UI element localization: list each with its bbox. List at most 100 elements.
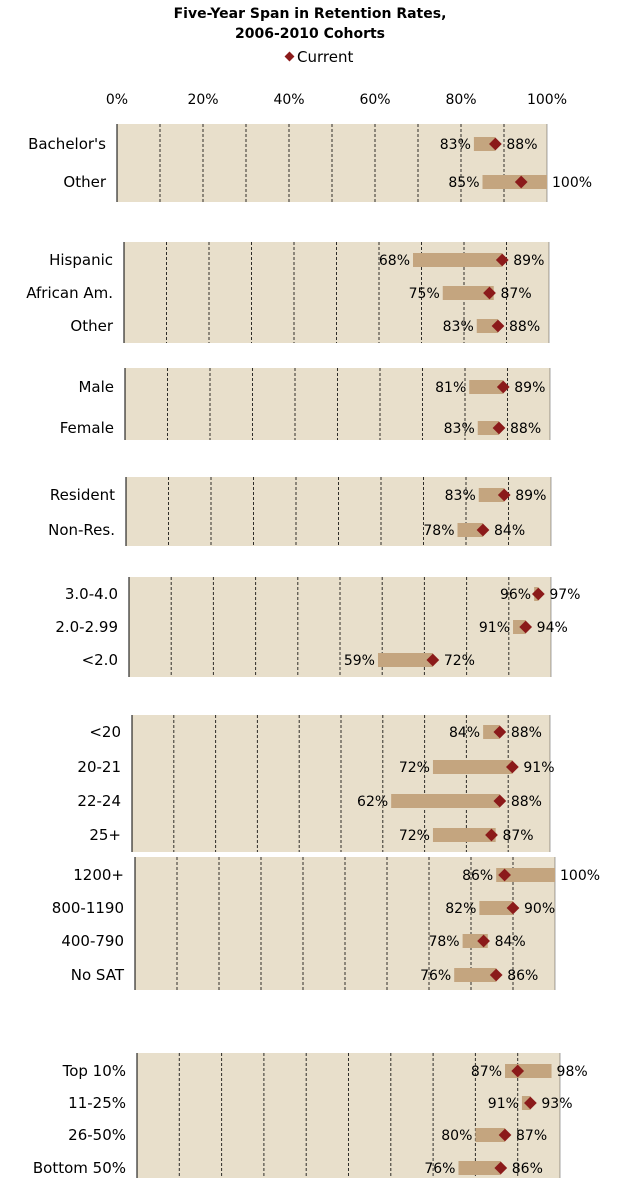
- max-value-label: 84%: [495, 934, 526, 950]
- min-value-label: 87%: [471, 1064, 502, 1080]
- current-marker: [483, 286, 496, 300]
- x-tick-label: 80%: [445, 92, 476, 108]
- max-value-label: 72%: [444, 653, 475, 669]
- x-axis-ticks: 0% 20% 40% 60% 80% 100%: [106, 92, 567, 108]
- x-tick-label: 40%: [273, 92, 304, 108]
- legend-label: Current: [297, 48, 353, 66]
- min-value-label: 78%: [423, 523, 454, 539]
- max-value-label: 91%: [523, 760, 554, 776]
- category-label: Bottom 50%: [33, 1159, 126, 1177]
- chart-title-line-1: Five-Year Span in Retention Rates,: [174, 6, 447, 22]
- category-label: <20: [89, 723, 121, 741]
- category-label: 20-21: [77, 758, 121, 776]
- current-marker: [489, 137, 502, 151]
- range-bar: [479, 901, 513, 915]
- range-bar: [413, 253, 503, 267]
- category-label: 22-24: [77, 792, 121, 810]
- min-value-label: 82%: [445, 901, 476, 917]
- panel-group: Bachelor's 83% 88% Other 85% 100%: [28, 124, 592, 202]
- category-label: 2.0-2.99: [55, 618, 118, 636]
- min-value-label: 91%: [479, 620, 510, 636]
- panel-group: Hispanic 68% 89% African Am. 75% 87% Other 83% 8…: [26, 242, 550, 343]
- range-bar: [391, 794, 500, 808]
- min-value-label: 62%: [357, 794, 388, 810]
- max-value-label: 88%: [509, 319, 540, 335]
- max-value-label: 87%: [501, 286, 532, 302]
- category-label: 3.0-4.0: [65, 585, 118, 603]
- max-value-label: 88%: [510, 421, 541, 437]
- panel-group: Male 81% 89% Female 83% 88%: [60, 368, 551, 440]
- min-value-label: 83%: [445, 488, 476, 504]
- category-label: Non-Res.: [48, 521, 115, 539]
- chart-panels: Bachelor's 83% 88% Other 85% 100% Hispanic 68% 8…: [26, 124, 600, 1178]
- panel-group: Top 10% 87% 98% 11-25% 91% 93% 26-50% 80% 87% Bot…: [33, 1053, 588, 1178]
- min-value-label: 83%: [440, 137, 471, 153]
- category-label: Hispanic: [49, 251, 113, 269]
- panel-group: 3.0-4.0 96% 97% 2.0-2.99 91% 94% <2.0 59% 72%: [55, 577, 580, 677]
- category-label: 400-790: [61, 932, 124, 950]
- max-value-label: 98%: [557, 1064, 588, 1080]
- x-tick-label: 60%: [359, 92, 390, 108]
- category-label: African Am.: [26, 284, 113, 302]
- range-bar: [483, 725, 500, 739]
- range-bar: [442, 286, 494, 300]
- max-value-label: 97%: [549, 587, 580, 603]
- chart-title-line-2: 2006-2010 Cohorts: [235, 26, 385, 42]
- range-bar: [496, 868, 555, 882]
- category-label: <2.0: [82, 651, 118, 669]
- range-bar: [482, 175, 547, 189]
- min-value-label: 72%: [399, 828, 430, 844]
- max-value-label: 89%: [515, 488, 546, 504]
- legend-marker-diamond: [284, 51, 295, 62]
- max-value-label: 88%: [511, 794, 542, 810]
- x-tick-label: 0%: [106, 92, 128, 108]
- legend: Current: [284, 48, 353, 66]
- min-value-label: 83%: [443, 319, 474, 335]
- category-label: Other: [63, 173, 106, 191]
- panel-group: 1200+ 86% 100% 800-1190 82% 90% 400-790 78% 84% N…: [52, 857, 600, 990]
- range-bar: [458, 1161, 501, 1175]
- panel-group: Resident 83% 89% Non-Res. 78% 84%: [48, 477, 552, 546]
- category-label: Top 10%: [62, 1062, 126, 1080]
- max-value-label: 93%: [541, 1096, 572, 1112]
- min-value-label: 96%: [500, 587, 531, 603]
- category-label: 1200+: [73, 866, 124, 884]
- category-label: 25+: [89, 826, 121, 844]
- min-value-label: 86%: [462, 868, 493, 884]
- range-bar: [477, 421, 499, 435]
- category-label: Other: [70, 317, 113, 335]
- range-bar: [432, 760, 513, 774]
- category-label: Male: [78, 378, 114, 396]
- max-value-label: 86%: [507, 968, 538, 984]
- max-value-label: 89%: [513, 253, 544, 269]
- min-value-label: 76%: [420, 968, 451, 984]
- current-marker: [496, 380, 510, 394]
- min-value-label: 72%: [399, 760, 430, 776]
- max-value-label: 89%: [514, 380, 545, 396]
- category-label: Resident: [50, 486, 115, 504]
- range-bar: [476, 319, 498, 333]
- max-value-label: 88%: [506, 137, 537, 153]
- x-tick-label: 20%: [187, 92, 218, 108]
- min-value-label: 84%: [449, 725, 480, 741]
- min-value-label: 78%: [428, 934, 459, 950]
- range-bar: [457, 523, 483, 537]
- category-label: Female: [60, 419, 114, 437]
- min-value-label: 59%: [344, 653, 375, 669]
- max-value-label: 88%: [511, 725, 542, 741]
- range-bar: [454, 968, 497, 982]
- min-value-label: 80%: [441, 1128, 472, 1144]
- max-value-label: 90%: [524, 901, 555, 917]
- current-marker: [495, 253, 509, 267]
- current-marker: [497, 488, 511, 502]
- category-label: 11-25%: [68, 1094, 126, 1112]
- max-value-label: 87%: [516, 1128, 547, 1144]
- min-value-label: 91%: [488, 1096, 519, 1112]
- current-marker: [492, 421, 506, 435]
- category-label: No SAT: [71, 966, 125, 984]
- range-bar: [432, 828, 496, 842]
- range-bar: [478, 488, 505, 502]
- max-value-label: 87%: [502, 828, 533, 844]
- max-value-label: 84%: [494, 523, 525, 539]
- category-label: Bachelor's: [28, 135, 106, 153]
